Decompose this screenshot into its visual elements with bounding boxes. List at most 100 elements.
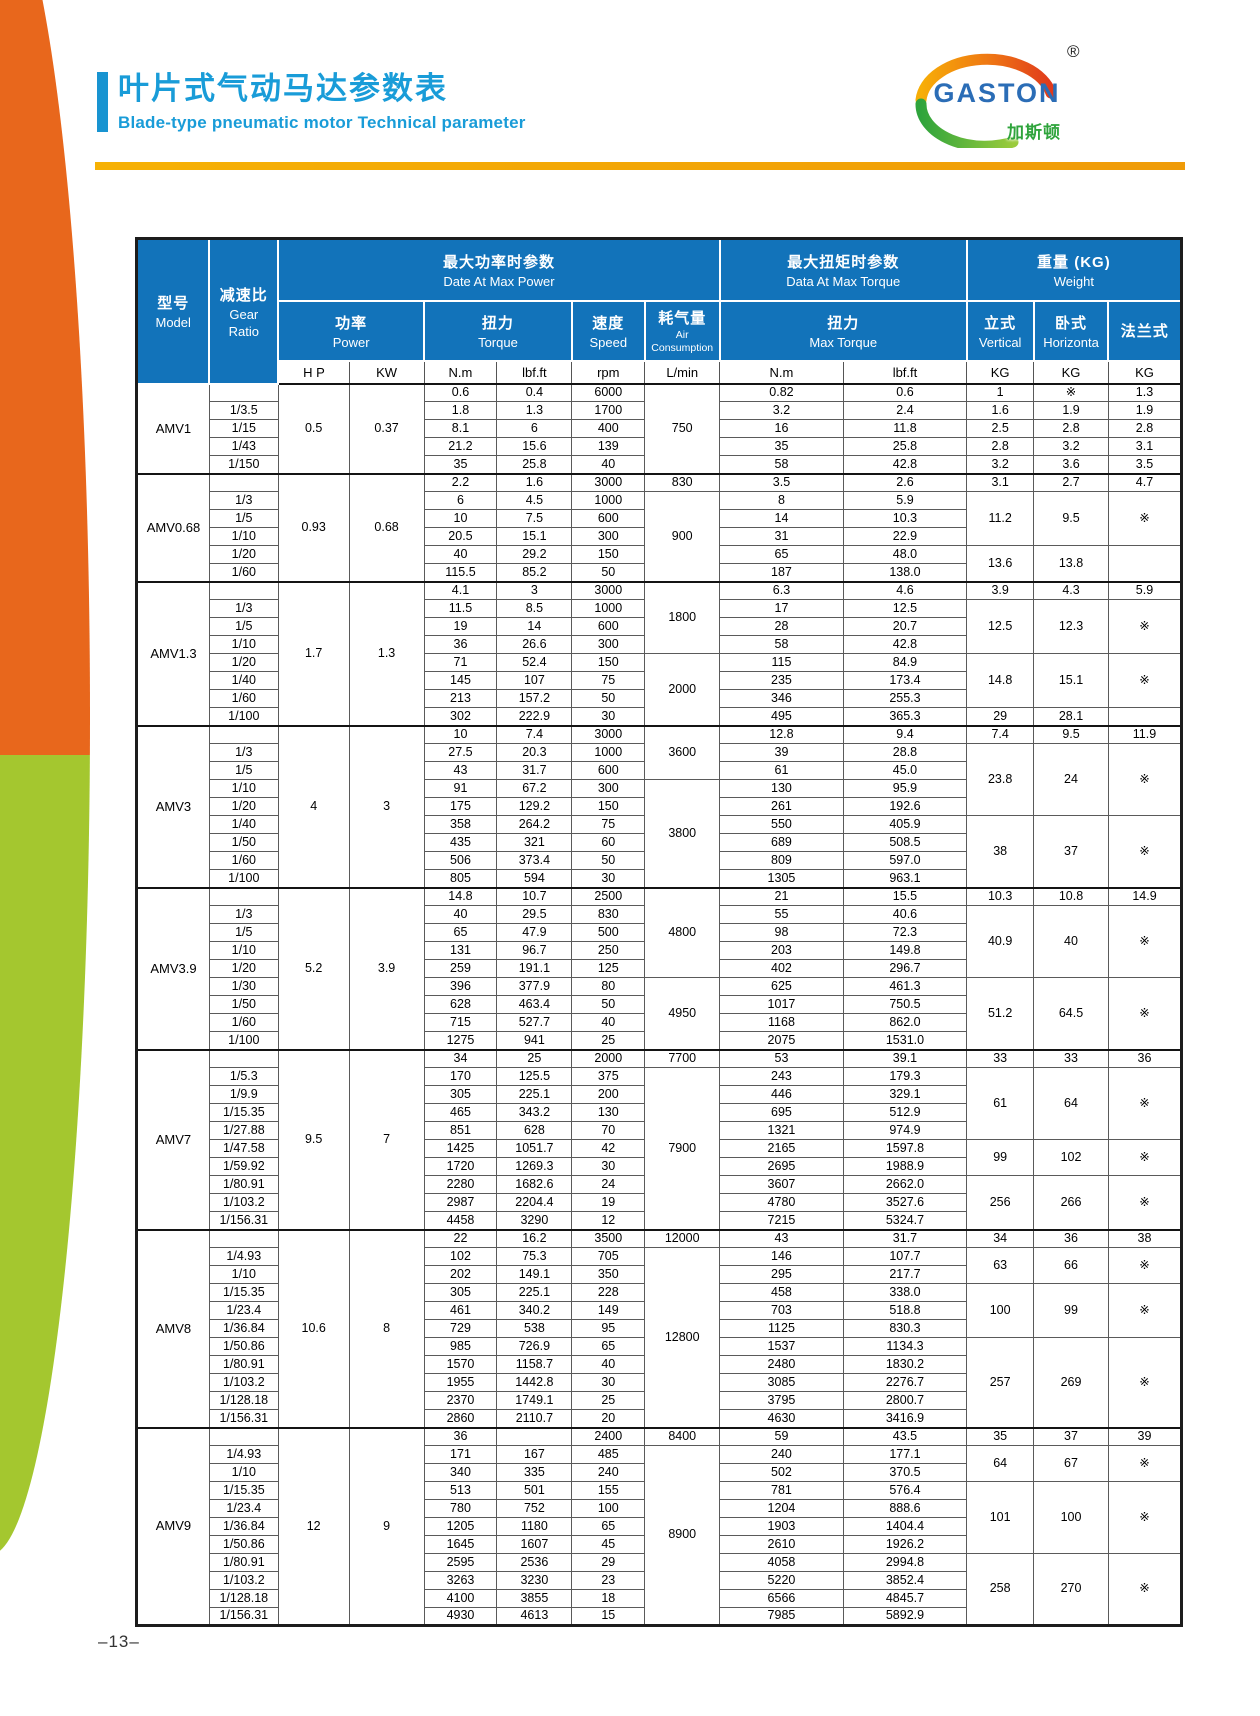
cell-max-torque-lbfft: 862.0 [842,1013,968,1032]
cell-speed-rpm: 3000 [571,580,646,600]
cell-torque-nm: 1.8 [423,401,498,420]
cell-torque-nm: 91 [423,779,498,798]
cell-max-torque-nm: 3085 [719,1373,844,1392]
title-accent-bar [97,72,108,132]
cell-speed-rpm: 65 [571,1517,646,1536]
cell-air-consumption: 830 [644,472,721,492]
cell-gear-ratio: 1/5 [208,617,279,636]
cell-max-torque-lbfft: 255.3 [842,689,968,708]
col-header-torque: 扭力 Torque [423,299,573,362]
cell-max-torque-nm: 2610 [719,1535,844,1554]
cell-max-torque-nm: 53 [719,1048,844,1068]
cell-max-torque-nm: 809 [719,851,844,870]
cell-speed-rpm: 24 [571,1175,646,1194]
cell-power-hp: 0.5 [277,382,350,474]
col-header-max-torque-zh: 扭力 [827,314,860,332]
cell-max-torque-nm: 58 [719,455,844,474]
cell-weight-flange: ※ [1107,815,1183,888]
cell-torque-nm: 115.5 [423,563,498,582]
cell-speed-rpm: 139 [571,437,646,456]
cell-torque-nm: 36 [423,635,498,654]
cell-torque-nm: 1955 [423,1373,498,1392]
cell-max-torque-nm: 65 [719,545,844,564]
col-header-vertical-en: Vertical [978,334,1022,350]
cell-max-torque-nm: 59 [719,1426,844,1446]
cell-max-torque-nm: 703 [719,1301,844,1320]
table-row: 1/47.58 1425 1051.7 42 2165 1597.8 99 102 ※ [137,1139,1183,1176]
cell-weight-vertical: 257 [966,1337,1035,1428]
cell-weight-horizontal: 3.6 [1033,455,1109,474]
cell-weight-flange: ※ [1107,905,1183,978]
cell-weight-vertical: 3.2 [966,455,1035,474]
cell-torque-nm: 851 [423,1121,498,1140]
cell-torque-nm: 65 [423,923,498,942]
cell-torque-nm: 14.8 [423,886,498,906]
unit-max-nm: N.m [719,360,844,384]
cell-gear-ratio: 1/80.91 [208,1553,279,1572]
cell-max-torque-lbfft: 20.7 [842,617,968,636]
side-green-shape [0,755,90,1555]
cell-weight-flange: 5.9 [1107,580,1183,600]
cell-max-torque-lbfft: 1926.2 [842,1535,968,1554]
cell-max-torque-lbfft: 28.8 [842,743,968,762]
cell-max-torque-nm: 4058 [719,1553,844,1572]
cell-gear-ratio: 1/9.9 [208,1085,279,1104]
cell-torque-nm: 213 [423,689,498,708]
cell-max-torque-nm: 2075 [719,1031,844,1050]
cell-gear-ratio: 1/10 [208,941,279,960]
cell-weight-flange: ※ [1107,1175,1183,1230]
cell-weight-flange: ※ [1107,1445,1183,1482]
cell-speed-rpm: 18 [571,1589,646,1608]
cell-max-torque-nm: 146 [719,1247,844,1266]
cell-max-torque-nm: 35 [719,437,844,456]
cell-speed-rpm: 600 [571,617,646,636]
cell-torque-nm: 202 [423,1265,498,1284]
table-row: 1/128.18 2370 1749.1 25 3795 2800.7 [137,1391,1182,1410]
cell-max-torque-nm: 130 [719,779,844,798]
cell-torque-lbfft: 52.4 [496,653,573,672]
cell-weight-flange: 3.1 [1107,437,1183,456]
cell-max-torque-lbfft: 3527.6 [842,1193,968,1212]
cell-weight-flange: ※ [1107,1247,1183,1284]
cell-speed-rpm: 485 [571,1445,646,1464]
cell-speed-rpm: 600 [571,761,646,780]
cell-speed-rpm: 60 [571,833,646,852]
group-header-max-torque-zh: 最大扭矩时参数 [787,253,900,271]
cell-torque-lbfft: 15.1 [496,527,573,546]
table-row: 1/100 302 222.9 30 495 365.3 29 28.1 [137,707,1183,726]
cell-max-torque-lbfft: 2.6 [842,472,968,492]
cell-torque-nm: 465 [423,1103,498,1122]
cell-max-torque-lbfft: 48.0 [842,545,968,564]
units-row: H P KW N.m lbf.ft rpm L/min N.m lbf.ft K… [137,360,1183,384]
group-header-weight-en: Weight [1053,273,1094,289]
cell-power-kw: 1.3 [348,580,425,726]
cell-gear-ratio: 1/23.4 [208,1499,279,1518]
cell-speed-rpm: 75 [571,671,646,690]
cell-power-hp: 9.5 [277,1048,350,1230]
cell-torque-lbfft: 47.9 [496,923,573,942]
col-header-horizontal: 卧式 Horizonta [1032,299,1110,362]
cell-weight-vertical: 1 [966,382,1035,402]
cell-max-torque-lbfft: 5892.9 [842,1607,968,1626]
cell-air-consumption: 7700 [644,1048,721,1068]
table-row: 1/15 8.1 6 400 16 11.8 2.5 2.8 2.8 [137,419,1183,438]
cell-torque-nm: 175 [423,797,498,816]
cell-gear-ratio: 1/5 [208,923,279,942]
cell-weight-vertical: 7.4 [966,724,1035,744]
cell-speed-rpm: 350 [571,1265,646,1284]
cell-speed-rpm: 45 [571,1535,646,1554]
cell-max-torque-nm: 243 [719,1067,844,1086]
cell-max-torque-nm: 502 [719,1463,844,1482]
cell-gear-ratio: 1/10 [208,635,279,654]
cell-gear-ratio: 1/20 [208,545,279,564]
cell-torque-nm: 19 [423,617,498,636]
cell-weight-horizontal: 64 [1033,1067,1109,1140]
cell-max-torque-lbfft: 95.9 [842,779,968,798]
table-row: AMV8 10.6 8 22 16.2 3500 12000 43 31.7 34 36 38 [136,1228,1183,1428]
table-row: 1/4.93 102 75.3 705 12800 146 107.7 63 66 ※ [137,1247,1183,1428]
table-row: AMV0.68 0.93 0.68 2.2 1.6 3000 830 3.5 2.6 3.1 2.7… [136,472,1183,582]
cell-torque-lbfft: 7.4 [496,724,573,744]
group-header-max-power-en: Date At Max Power [443,273,555,289]
cell-speed-rpm: 40 [571,1013,646,1032]
cell-torque-nm: 40 [423,545,498,564]
